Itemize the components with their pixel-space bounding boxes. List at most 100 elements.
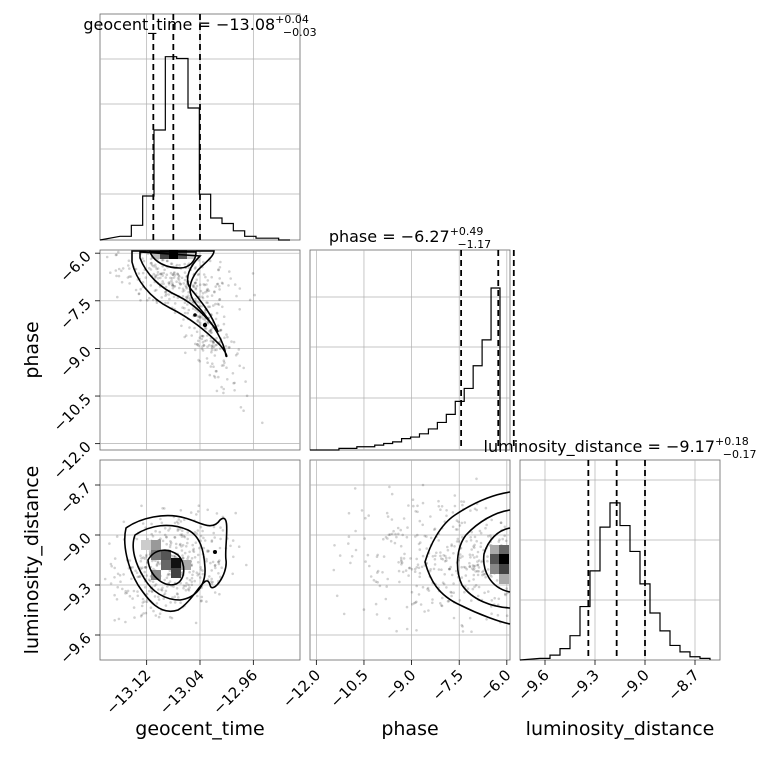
sample-point	[393, 541, 397, 545]
sample-point	[120, 269, 123, 273]
sample-point	[177, 278, 181, 281]
sample-point	[354, 548, 358, 552]
sample-point	[374, 580, 378, 583]
sample-point	[155, 288, 158, 292]
sample-point	[211, 339, 215, 343]
sample-point	[170, 279, 173, 283]
sample-point	[149, 606, 153, 609]
sample-point	[194, 342, 197, 346]
sample-point	[208, 330, 211, 333]
sample-point	[466, 587, 470, 590]
sample-point	[451, 511, 455, 514]
sample-point	[222, 359, 226, 363]
sample-point	[215, 348, 218, 352]
sample-point	[194, 541, 198, 544]
sample-point	[362, 608, 366, 611]
sample-point	[461, 630, 465, 633]
sample-point	[172, 585, 175, 588]
y-tick-label: −6.0	[56, 247, 94, 285]
sample-point	[235, 294, 238, 298]
sample-point	[477, 585, 481, 589]
sample-point	[450, 573, 454, 577]
sample-point	[212, 365, 215, 369]
sample-point	[191, 573, 194, 577]
sample-point	[201, 295, 204, 299]
sample-point	[467, 579, 471, 583]
sample-point	[429, 568, 433, 571]
sample-point	[475, 539, 479, 543]
sample-point	[201, 569, 204, 572]
sample-point	[175, 263, 179, 267]
sample-point	[172, 285, 176, 288]
sample-point	[210, 569, 213, 572]
density-contours	[424, 491, 511, 625]
sample-point	[490, 518, 494, 522]
sample-point	[205, 289, 209, 293]
sample-point	[201, 334, 205, 338]
sample-point	[485, 618, 488, 621]
sample-point	[218, 298, 221, 301]
sample-point	[136, 590, 139, 593]
sample-point	[489, 534, 492, 537]
sample-point	[157, 598, 161, 601]
sample-point	[201, 296, 205, 300]
sample-point	[482, 548, 485, 552]
sample-point	[203, 326, 207, 330]
sample-point	[413, 567, 417, 571]
sample-point	[415, 629, 418, 632]
hist-bin	[402, 439, 411, 450]
sample-point	[154, 275, 158, 278]
sample-point	[213, 564, 217, 567]
sample-point	[178, 543, 182, 547]
hist-bin	[437, 422, 446, 450]
sample-point	[219, 575, 222, 579]
hist-bin	[482, 340, 491, 450]
sample-point	[197, 272, 201, 276]
sample-point	[460, 535, 464, 539]
sample-point	[386, 537, 389, 540]
sample-point	[200, 334, 203, 338]
sample-point	[211, 340, 215, 344]
sample-point	[157, 615, 161, 619]
sample-point	[473, 543, 476, 547]
sample-point	[459, 556, 462, 559]
sample-point	[437, 568, 441, 571]
sample-point	[469, 556, 472, 559]
sample-point	[230, 340, 233, 343]
sample-point	[164, 290, 167, 294]
sample-point	[206, 549, 209, 552]
sample-point	[335, 594, 339, 598]
density-cell	[499, 564, 509, 574]
sample-point	[193, 267, 197, 270]
sample-point	[208, 259, 212, 263]
hist-bin	[177, 59, 188, 240]
sample-point	[126, 276, 130, 279]
sample-point	[180, 545, 183, 548]
sample-point	[405, 627, 409, 631]
sample-point	[173, 271, 176, 274]
sample-point	[211, 560, 215, 564]
sample-point	[473, 507, 477, 511]
sample-point	[477, 559, 481, 562]
sample-point	[203, 283, 206, 287]
sample-point	[187, 589, 191, 592]
sample-point	[183, 262, 186, 266]
sample-point	[381, 571, 384, 574]
sample-point	[166, 259, 169, 263]
sample-point	[191, 543, 194, 547]
sample-point	[216, 302, 220, 306]
sample-point	[170, 554, 173, 558]
sample-point	[217, 562, 221, 566]
sample-point	[475, 555, 479, 558]
sample-point	[196, 315, 200, 318]
sample-point	[448, 567, 451, 571]
sample-point	[208, 343, 211, 347]
sample-point	[212, 340, 215, 344]
sample-point	[125, 591, 129, 595]
sample-point	[165, 259, 169, 263]
sample-point	[217, 572, 220, 575]
sample-point	[450, 591, 453, 594]
sample-point	[443, 573, 447, 576]
hist-bin	[610, 503, 620, 660]
sample-point	[144, 566, 147, 569]
